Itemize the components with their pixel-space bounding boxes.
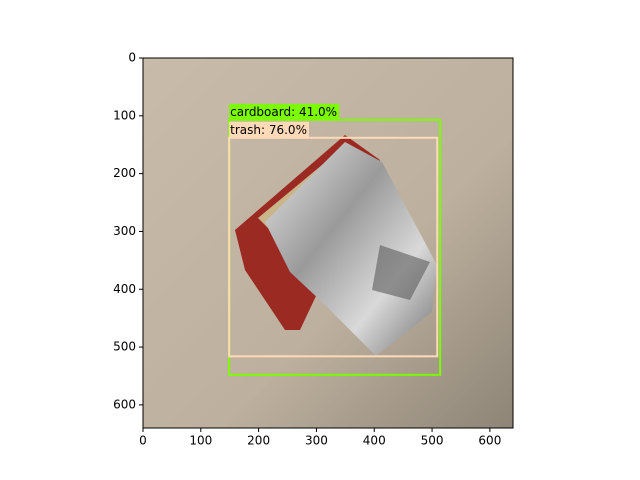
y-tick-label: 600 [113, 397, 136, 411]
y-tick-label: 400 [113, 282, 136, 296]
axes-frame [142, 57, 514, 429]
x-tick-label: 300 [305, 434, 328, 448]
box-label: trash: 76.0% [230, 123, 307, 137]
label-background [229, 103, 340, 120]
y-tick-label: 500 [113, 340, 136, 354]
label-background [229, 121, 309, 138]
y-tick-label: 0 [128, 51, 136, 65]
box-label: cardboard: 41.0% [230, 105, 337, 119]
bounding-box [228, 136, 439, 358]
x-tick-label: 0 [139, 434, 147, 448]
x-tick-label: 200 [247, 434, 270, 448]
y-tick-label: 200 [113, 166, 136, 180]
y-tick-label: 300 [113, 224, 136, 238]
x-tick-label: 600 [478, 434, 501, 448]
y-tick-label: 100 [113, 108, 136, 122]
x-tick-label: 400 [363, 434, 386, 448]
x-tick-label: 100 [189, 434, 212, 448]
x-tick-label: 500 [421, 434, 444, 448]
